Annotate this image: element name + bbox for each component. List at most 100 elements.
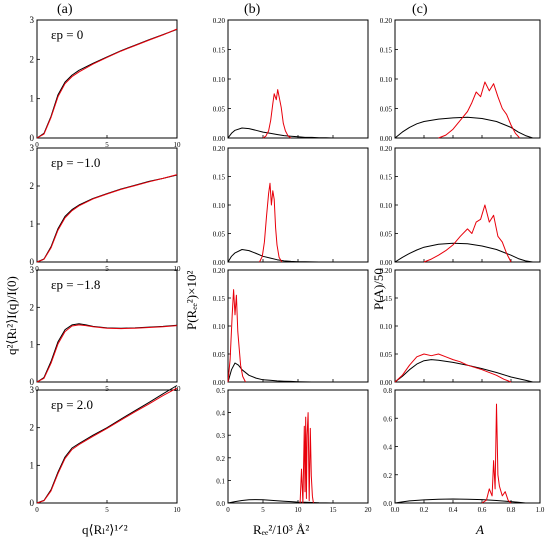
x-tick-label-b-3-1: 5 (261, 506, 265, 514)
y-tick-label-c-3-1: 0.2 (383, 472, 392, 480)
y-tick-label-c-0-2: 0.10 (380, 76, 393, 84)
x-tick-label-c-3-3: 0.6 (478, 506, 487, 514)
x-tick-label-c-3-5: 1.0 (536, 506, 545, 514)
y-tick-label-a-3-0: 0 (30, 498, 35, 508)
series-simulation-c-2 (394, 359, 533, 383)
y-tick-label-a-0-2: 2 (30, 54, 35, 64)
x-tick-label-a-1-2: 10 (174, 265, 182, 273)
x-axis-label-a: q⟨Rₗ²⟩¹ᐟ² (82, 522, 128, 537)
plot-frame-b-3 (227, 389, 369, 504)
series-simulation-b-0 (227, 127, 334, 139)
x-tick-label-a-3-0: 0 (35, 506, 39, 514)
y-tick-label-a-3-2: 2 (30, 423, 35, 433)
x-tick-label-a-3-2: 10 (174, 506, 182, 514)
x-tick-label-b-3-3: 15 (330, 506, 338, 514)
plot-frame-c-3 (394, 389, 541, 504)
y-tick-label-b-1-4: 0.20 (213, 145, 226, 153)
y-tick-label-b-3-0: 0.0 (216, 500, 225, 508)
y-tick-label-c-1-1: 0.05 (380, 231, 393, 239)
y-tick-label-b-2-1: 0.05 (213, 351, 226, 359)
series-simulation-a-1 (36, 174, 178, 263)
series-simulation-c-0 (394, 116, 533, 139)
y-tick-label-a-1-1: 1 (30, 219, 35, 229)
row-label-2: εp = −1.8 (51, 277, 100, 292)
y-tick-label-b-3-3: 0.3 (216, 432, 225, 440)
row-label-1: εp = −1.0 (51, 155, 100, 170)
series-model-a-3 (36, 387, 178, 504)
x-tick-label-b-3-4: 20 (365, 506, 373, 514)
x-tick-label-c-3-0: 0.0 (391, 506, 400, 514)
series-simulation-b-1 (227, 249, 320, 263)
series-simulation-c-1 (394, 242, 533, 263)
y-tick-label-c-0-0: 0.00 (380, 135, 393, 143)
y-tick-label-b-0-3: 0.15 (213, 47, 226, 55)
y-tick-label-b-1-0: 0.00 (213, 259, 226, 267)
y-tick-label-c-3-0: 0.0 (383, 500, 392, 508)
y-tick-label-b-3-5: 0.5 (216, 387, 225, 395)
series-model-c-1 (423, 204, 512, 263)
y-tick-label-a-2-3: 3 (30, 265, 35, 275)
series-simulation-a-0 (36, 28, 178, 139)
y-tick-label-a-3-3: 3 (30, 385, 35, 395)
panel-letter-b: (b) (244, 2, 261, 17)
series-model-a-0 (36, 28, 178, 139)
y-axis-label-b: P(Rₑₑ²)×10² (184, 270, 199, 330)
x-tick-label-a-1-0: 0 (35, 265, 39, 273)
y-tick-label-b-3-1: 0.1 (216, 477, 225, 485)
plot-frame-b-2 (227, 269, 369, 383)
y-tick-label-c-1-2: 0.10 (380, 202, 393, 210)
x-tick-label-a-0-2: 10 (174, 141, 182, 149)
y-tick-label-a-1-2: 2 (30, 181, 35, 191)
y-tick-label-a-1-3: 3 (30, 143, 35, 153)
y-tick-label-b-1-2: 0.10 (213, 202, 226, 210)
series-model-b-3 (299, 412, 314, 504)
x-axis-label-b: Rₑₑ²/10³ Å² (253, 522, 310, 537)
y-tick-label-a-2-2: 2 (30, 302, 35, 312)
y-tick-label-b-3-2: 0.2 (216, 455, 225, 463)
x-tick-label-c-3-4: 0.8 (507, 506, 516, 514)
y-tick-label-b-0-2: 0.10 (213, 76, 226, 84)
y-tick-label-b-0-4: 0.20 (213, 17, 226, 25)
y-tick-label-a-0-0: 0 (30, 133, 35, 143)
y-tick-label-c-2-4: 0.20 (380, 267, 393, 275)
plot-frame-b-0 (227, 19, 369, 139)
x-tick-label-a-2-0: 0 (35, 385, 39, 393)
x-tick-label-b-3-2: 10 (295, 506, 303, 514)
y-axis-label-c: P(A)/50 (371, 268, 386, 310)
y-tick-label-c-3-4: 0.8 (383, 387, 392, 395)
y-tick-label-c-2-0: 0.00 (380, 379, 393, 387)
y-tick-label-c-0-4: 0.20 (380, 17, 393, 25)
y-tick-label-b-1-3: 0.15 (213, 174, 226, 182)
x-tick-label-c-3-2: 0.4 (449, 506, 458, 514)
x-tick-label-a-2-2: 10 (174, 385, 182, 393)
x-tick-label-c-3-1: 0.2 (420, 506, 429, 514)
series-simulation-b-3 (227, 499, 340, 504)
y-tick-label-c-2-1: 0.05 (380, 351, 393, 359)
y-tick-label-c-0-1: 0.05 (380, 106, 393, 114)
y-tick-label-b-2-2: 0.10 (213, 323, 226, 331)
plot-frame-c-0 (394, 19, 541, 139)
series-model-c-2 (394, 353, 512, 383)
y-tick-label-c-3-2: 0.4 (383, 444, 392, 452)
x-tick-label-b-3-0: 0 (226, 506, 230, 514)
plot-frame-c-1 (394, 147, 541, 263)
y-tick-label-b-2-3: 0.15 (213, 295, 226, 303)
series-simulation-c-3 (394, 498, 526, 504)
x-tick-label-a-2-1: 5 (105, 385, 109, 393)
y-tick-label-c-1-4: 0.20 (380, 145, 393, 153)
series-model-b-1 (259, 182, 283, 263)
series-model-a-1 (36, 174, 178, 263)
y-tick-label-b-2-4: 0.20 (213, 267, 226, 275)
y-tick-label-c-0-3: 0.15 (380, 47, 393, 55)
y-tick-label-a-1-0: 0 (30, 257, 35, 267)
x-tick-label-a-3-1: 5 (105, 506, 109, 514)
panel-letter-a: (a) (57, 2, 73, 17)
series-model-b-0 (262, 89, 292, 139)
y-tick-label-a-2-1: 1 (30, 340, 35, 350)
x-tick-label-a-1-1: 5 (105, 265, 109, 273)
row-label-3: εp = 2.0 (51, 397, 93, 412)
y-tick-label-c-2-3: 0.15 (380, 295, 393, 303)
y-axis-label-a: q²⟨Rₗ²⟩I(q)/I(0) (4, 276, 19, 355)
series-model-c-0 (438, 81, 521, 139)
